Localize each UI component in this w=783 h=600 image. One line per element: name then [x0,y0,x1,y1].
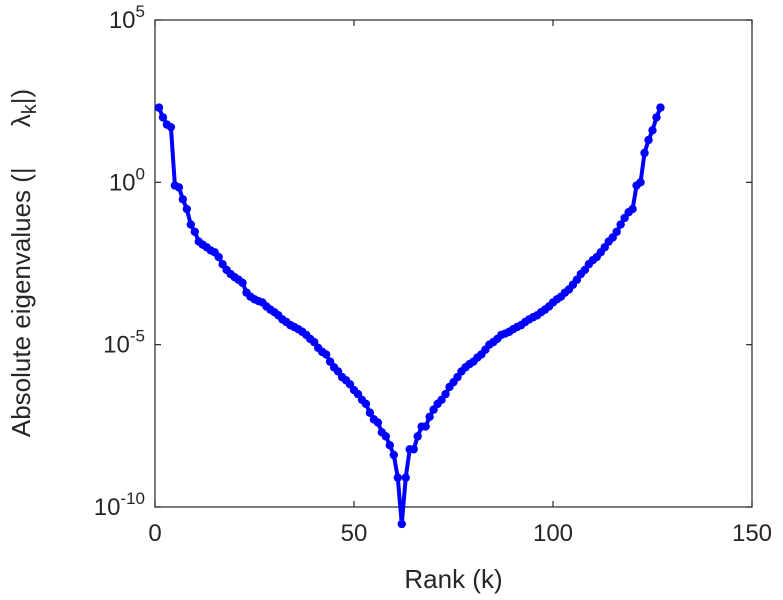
data-point [648,126,657,135]
y-axis-label-symbol: λ [6,114,36,127]
y-tick-label: 10-10 [94,489,145,521]
x-tick-label: 100 [533,520,573,547]
y-tick-label: 10-5 [103,327,145,359]
data-point [616,220,625,229]
data-point [441,389,450,399]
data-point [373,418,383,427]
y-tick-labels: 10-10 10-5 100 105 [94,2,145,521]
data-point [365,408,375,417]
x-tick-labels: 0 50 100 150 [148,520,772,547]
data-point [182,204,192,214]
data-point [190,227,199,236]
data-point [656,103,665,112]
data-point [321,350,331,359]
data-point [361,399,371,409]
data-point [214,252,223,262]
y-axis-label: Absolute eigenvalues (| λk|) [6,89,41,437]
data-point [397,519,406,529]
y-tick-label: 105 [109,2,145,34]
axis-ticks [154,19,753,508]
data-point [389,450,398,460]
data-series [154,103,665,529]
data-point [425,412,434,421]
data-point [381,432,391,441]
data-point [413,432,422,441]
data-point [154,103,164,112]
data-point [636,178,645,187]
y-axis-label-subscript: k [19,103,41,114]
y-tick-label: 100 [109,164,145,196]
data-point [628,204,637,214]
plot-area-frame [154,19,753,508]
data-point [421,422,430,431]
data-point [644,135,653,145]
x-tick-label: 0 [148,520,161,547]
y-axis-label-group: Absolute eigenvalues (| λk|) [6,89,41,437]
data-point [640,148,649,158]
data-point [385,441,395,450]
y-axis-label-suffix: |) [6,89,36,104]
data-point [186,220,196,229]
data-point [238,278,247,288]
x-tick-label: 50 [341,520,368,547]
data-point [166,122,176,132]
data-point [401,473,410,482]
data-point [174,183,184,192]
x-axis-label: Rank (k) [404,564,502,594]
data-point [409,445,418,454]
data-point [652,113,661,122]
data-point [178,195,188,204]
y-axis-label-prefix: Absolute eigenvalues (| [6,167,36,437]
data-point [393,473,402,482]
data-point [612,227,621,236]
data-point [158,113,168,122]
x-tick-label: 150 [732,520,772,547]
